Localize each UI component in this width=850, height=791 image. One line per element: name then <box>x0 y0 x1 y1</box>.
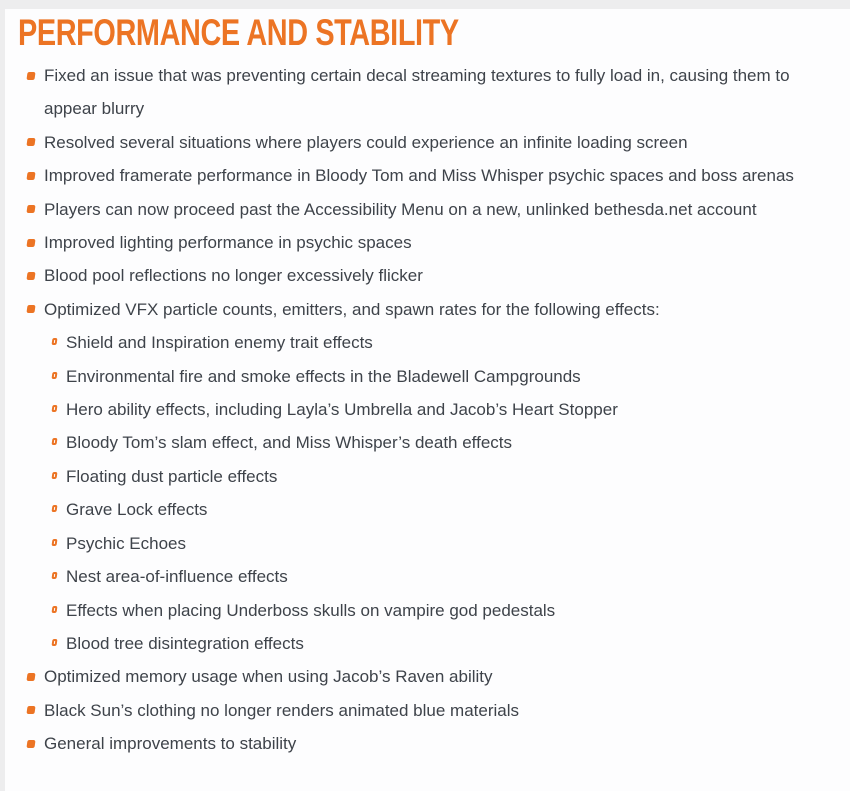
sub-list-item: Blood tree disintegration effects <box>18 627 834 660</box>
list-item-text: Effects when placing Underboss skulls on… <box>66 600 556 620</box>
list-item: Optimized VFX particle counts, emitters,… <box>18 293 834 326</box>
list-item-text: Floating dust particle effects <box>66 466 278 486</box>
sub-list-item: Psychic Echoes <box>18 527 834 560</box>
sub-list-item: Nest area-of-influence effects <box>18 560 834 593</box>
list-item-text: Improved framerate performance in Bloody… <box>44 166 794 186</box>
square-bullet-icon <box>26 71 36 80</box>
list-item-text: Bloody Tom’s slam effect, and Miss Whisp… <box>66 433 512 453</box>
list-item-text: Improved lighting performance in psychic… <box>44 233 412 253</box>
list-item-text: Optimized memory usage when using Jacob’… <box>44 667 493 687</box>
list-item: Fixed an issue that was preventing certa… <box>18 59 834 126</box>
list-item-text: Resolved several situations where player… <box>44 132 688 152</box>
list-item-text: Psychic Echoes <box>66 533 186 553</box>
list-item-text: General improvements to stability <box>44 734 297 754</box>
square-bullet-icon <box>26 672 36 681</box>
patch-notes-list: Fixed an issue that was preventing certa… <box>18 59 834 761</box>
list-item-text: Black Sun’s clothing no longer renders a… <box>44 700 520 720</box>
sub-list-item: Hero ability effects, including Layla’s … <box>18 393 834 426</box>
hollow-square-bullet-icon <box>51 405 58 413</box>
hollow-square-bullet-icon <box>51 371 58 379</box>
list-item: Blood pool reflections no longer excessi… <box>18 259 834 292</box>
square-bullet-icon <box>26 171 36 180</box>
patch-notes-section: PERFORMANCE AND STABILITY Fixed an issue… <box>5 9 850 791</box>
sub-list-item: Grave Lock effects <box>18 493 834 526</box>
list-item: Black Sun’s clothing no longer renders a… <box>18 694 834 727</box>
list-item-text: Hero ability effects, including Layla’s … <box>66 400 618 420</box>
hollow-square-bullet-icon <box>51 572 58 580</box>
sub-list-item: Shield and Inspiration enemy trait effec… <box>18 326 834 359</box>
list-item: Optimized memory usage when using Jacob’… <box>18 660 834 693</box>
sub-list-item: Environmental fire and smoke effects in … <box>18 360 834 393</box>
sub-list-item: Effects when placing Underboss skulls on… <box>18 594 834 627</box>
square-bullet-icon <box>26 238 36 247</box>
hollow-square-bullet-icon <box>51 505 58 513</box>
list-item: Improved lighting performance in psychic… <box>18 226 834 259</box>
list-item-text: Environmental fire and smoke effects in … <box>66 366 581 386</box>
list-item: General improvements to stability <box>18 727 834 760</box>
hollow-square-bullet-icon <box>51 605 58 613</box>
hollow-square-bullet-icon <box>51 338 58 346</box>
list-item-text: Nest area-of-influence effects <box>66 567 288 587</box>
sub-list-item: Floating dust particle effects <box>18 460 834 493</box>
square-bullet-icon <box>26 706 36 715</box>
list-item-text: Fixed an issue that was preventing certa… <box>44 66 790 119</box>
hollow-square-bullet-icon <box>51 438 58 446</box>
list-item-text: Grave Lock effects <box>66 500 208 520</box>
hollow-square-bullet-icon <box>51 471 58 479</box>
hollow-square-bullet-icon <box>51 638 58 646</box>
list-item-text: Players can now proceed past the Accessi… <box>44 199 757 219</box>
list-item-text: Shield and Inspiration enemy trait effec… <box>66 333 373 353</box>
list-item: Resolved several situations where player… <box>18 126 834 159</box>
square-bullet-icon <box>26 739 36 748</box>
square-bullet-icon <box>26 138 36 147</box>
list-item-text: Blood pool reflections no longer excessi… <box>44 266 423 286</box>
list-item-text: Optimized VFX particle counts, emitters,… <box>44 299 660 319</box>
hollow-square-bullet-icon <box>51 538 58 546</box>
square-bullet-icon <box>26 205 36 214</box>
list-item: Improved framerate performance in Bloody… <box>18 159 834 192</box>
section-title: PERFORMANCE AND STABILITY <box>18 12 459 53</box>
sub-list-item: Bloody Tom’s slam effect, and Miss Whisp… <box>18 426 834 459</box>
square-bullet-icon <box>26 305 36 314</box>
square-bullet-icon <box>26 271 36 280</box>
list-item: Players can now proceed past the Accessi… <box>18 193 834 226</box>
list-item-text: Blood tree disintegration effects <box>66 633 304 653</box>
